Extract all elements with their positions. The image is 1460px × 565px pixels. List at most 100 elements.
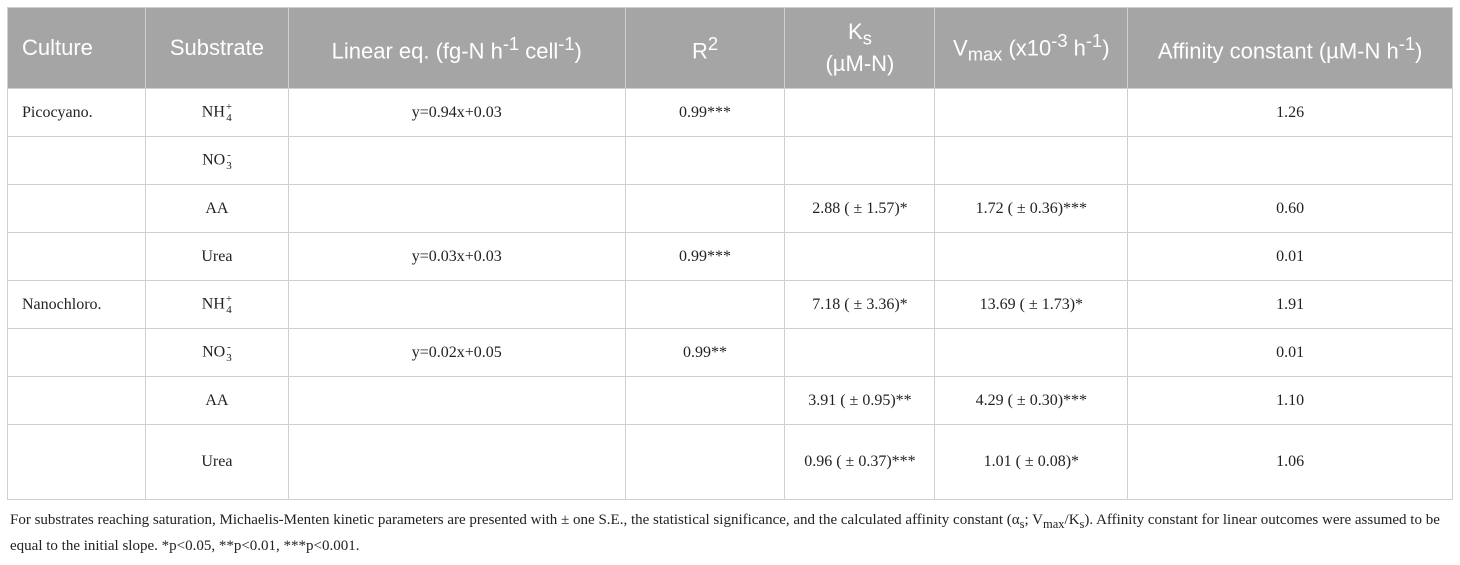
table-cell <box>624 184 786 233</box>
table-row: NO 3- <box>7 136 1453 185</box>
table-cell <box>1127 136 1453 185</box>
table-cell <box>7 328 146 377</box>
table-cell <box>624 376 786 425</box>
text: h <box>1067 35 1086 61</box>
sub: 4 <box>226 303 232 316</box>
table-cell: Urea <box>144 424 289 500</box>
text: K <box>848 18 863 44</box>
header-cell: Substrate <box>144 7 289 89</box>
table-cell <box>784 88 936 137</box>
table-cell: 0.99** <box>624 328 786 377</box>
sub: 3 <box>226 351 232 364</box>
table-cell <box>624 280 786 329</box>
sup: + <box>225 100 233 113</box>
table-cell: y=0.94x+0.03 <box>287 88 626 137</box>
ion-scripts: 4 + <box>225 292 233 316</box>
table-row: Nanochloro. NH 4 +7.18 ( ± 3.36)* 13.69 ( ± … <box>7 280 1453 329</box>
table-cell <box>934 88 1129 137</box>
text: NH <box>201 103 225 121</box>
table-cell: 0.60 <box>1127 184 1453 233</box>
table-cell: AA <box>144 376 289 425</box>
table-cell: 4.29 ( ± 0.30)*** <box>934 376 1129 425</box>
table-cell: NO 3- <box>144 328 289 377</box>
text: Affinity constant (µM-N h <box>1157 38 1399 64</box>
sup: -1 <box>502 33 520 55</box>
table-cell: y=0.02x+0.05 <box>287 328 626 377</box>
ion-scripts: 4 + <box>225 100 233 124</box>
table-row: Urea 0.96 ( ± 0.37)*** 1.01 ( ± 0.08)* 1.06 <box>7 424 1453 500</box>
sub: max <box>1043 517 1065 531</box>
sup: + <box>225 292 233 305</box>
footnote: For substrates reaching saturation, Mich… <box>10 509 1450 557</box>
table-cell: 0.01 <box>1127 232 1453 281</box>
sup: 2 <box>707 33 719 55</box>
text: NO <box>202 151 226 169</box>
text: R <box>692 38 708 64</box>
header-cell: Linear eq. (fg-N h-1 cell-1) <box>287 7 626 89</box>
table-cell <box>934 232 1129 281</box>
sup: -1 <box>558 33 575 55</box>
table-cell: 1.01 ( ± 0.08)* <box>934 424 1129 500</box>
table-cell: 7.18 ( ± 3.36)* <box>784 280 936 329</box>
table-cell: 1.10 <box>1127 376 1453 425</box>
table-cell: Picocyano. <box>7 88 146 137</box>
text: (x10 <box>1002 35 1052 61</box>
sup: -1 <box>1398 33 1416 55</box>
table-row: Urea y=0.03x+0.03 0.99*** 0.01 <box>7 232 1453 281</box>
table-row: NO 3- y=0.02x+0.05 0.99** 0.01 <box>7 328 1453 377</box>
text: ) <box>574 38 582 64</box>
table-cell: 0.01 <box>1127 328 1453 377</box>
table-cell <box>287 136 626 185</box>
table-cell <box>784 136 936 185</box>
table-cell: Nanochloro. <box>7 280 146 329</box>
table-cell: NH 4 + <box>144 280 289 329</box>
table-cell: Urea <box>144 232 289 281</box>
table-row: Picocyano. NH 4 + y=0.94x+0.03 0.99*** 1.26 <box>7 88 1453 137</box>
table-row: AA 3.91 ( ± 0.95)** 4.29 ( ± 0.30)*** 1.10 <box>7 376 1453 425</box>
table-cell: 1.26 <box>1127 88 1453 137</box>
table-cell <box>287 424 626 500</box>
table-cell <box>7 424 146 500</box>
text: NH <box>201 295 225 313</box>
table-cell: 13.69 ( ± 1.73)* <box>934 280 1129 329</box>
header-row: Culture Substrate Linear eq. (fg-N h-1 c… <box>7 7 1453 89</box>
text: ) <box>1102 35 1110 61</box>
ion-scripts: 3- <box>226 340 232 364</box>
header-cell: Affinity constant (µM-N h-1) <box>1127 7 1453 89</box>
table-cell: 0.99*** <box>624 88 786 137</box>
sup: -3 <box>1051 30 1068 52</box>
sub: 3 <box>226 159 232 172</box>
header-cell: Ks (µM-N) <box>784 7 936 89</box>
data-table: Culture Substrate Linear eq. (fg-N h-1 c… <box>7 7 1453 500</box>
table-cell: AA <box>144 184 289 233</box>
table-cell <box>287 184 626 233</box>
table-cell <box>784 328 936 377</box>
table-cell <box>287 280 626 329</box>
header-cell: Culture <box>7 7 146 89</box>
sub: s <box>862 27 872 49</box>
table-cell: 0.99*** <box>624 232 786 281</box>
table-cell: 2.88 ( ± 1.57)* <box>784 184 936 233</box>
text: (µM-N) <box>825 51 895 77</box>
text: For substrates reaching saturation, Mich… <box>10 512 1020 528</box>
sub: 4 <box>226 111 232 124</box>
table-cell: y=0.03x+0.03 <box>287 232 626 281</box>
table-cell <box>7 376 146 425</box>
table-cell <box>7 184 146 233</box>
sup: - <box>227 340 231 353</box>
header-cell: Vmax (x10-3 h-1) <box>934 7 1129 89</box>
table-cell: NO 3- <box>144 136 289 185</box>
table-cell <box>934 328 1129 377</box>
sub: max <box>967 43 1003 65</box>
table-cell <box>624 136 786 185</box>
table-cell: 3.91 ( ± 0.95)** <box>784 376 936 425</box>
table-row: AA 2.88 ( ± 1.57)* 1.72 ( ± 0.36)*** 0.60 <box>7 184 1453 233</box>
text: /K <box>1064 512 1080 528</box>
sub: s <box>1079 517 1085 531</box>
header-cell: R2 <box>624 7 786 89</box>
text: ; V <box>1024 512 1044 528</box>
table-cell: 1.72 ( ± 0.36)*** <box>934 184 1129 233</box>
table-cell <box>624 424 786 500</box>
text: V <box>953 35 968 61</box>
